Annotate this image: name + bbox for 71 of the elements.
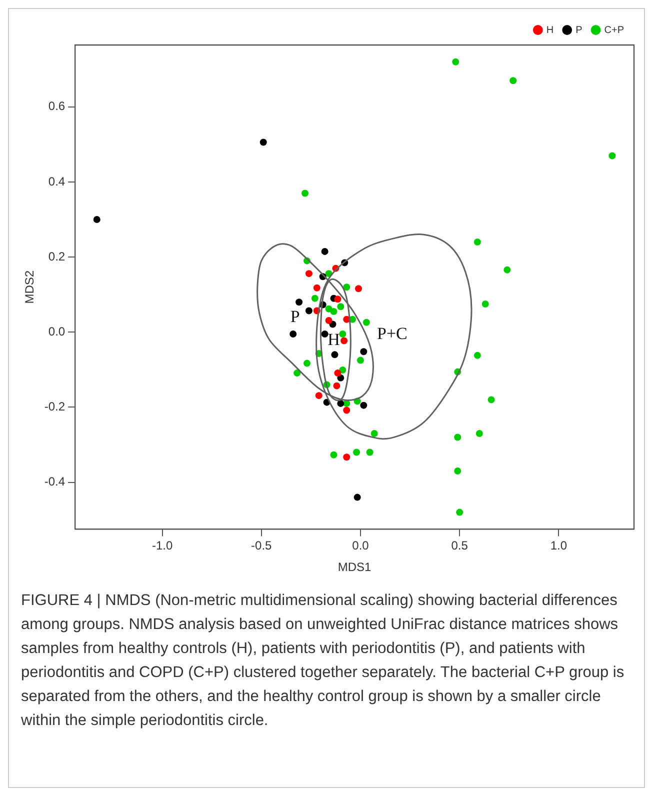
point <box>360 348 368 356</box>
point <box>337 374 344 382</box>
point <box>343 406 350 414</box>
annotation: P <box>290 307 300 328</box>
point <box>482 300 489 308</box>
point <box>474 238 481 246</box>
caption: FIGURE 4 | NMDS (Non-metric multidimensional scaling) showing bacterial differences among groups. NMDS analysis based on unweighted UniFrac distance matrices shows samples from healthy controls (H), patients with periodontitis (P), and patients with periodontitis and COPD (C+P) clustered together separately. The bacterial C+P group is separated from the others, and the healthy control group is shown by a smaller circle within the simple periodontitis circle. <box>21 591 626 731</box>
point <box>330 308 338 315</box>
y-tick-label: 0.2 <box>48 249 66 264</box>
annotation: P+C <box>376 324 408 344</box>
point <box>356 356 364 364</box>
x-tick-label: -1.0 <box>152 538 173 553</box>
point <box>343 284 350 291</box>
point <box>334 370 342 377</box>
point <box>355 285 362 292</box>
x-tick-label: 0.5 <box>451 538 468 553</box>
x-tick-label: 0.0 <box>352 538 370 553</box>
point <box>337 400 344 407</box>
point <box>321 248 328 255</box>
point <box>311 294 318 302</box>
point <box>294 370 301 377</box>
point <box>456 508 464 516</box>
x-tick-label: -0.5 <box>251 538 272 553</box>
legend-label: H <box>546 24 554 36</box>
point <box>296 298 303 306</box>
point <box>305 307 312 314</box>
annotation: H <box>328 330 340 350</box>
point <box>331 351 338 358</box>
point <box>360 402 368 409</box>
x-tick-label: 1.0 <box>550 538 568 553</box>
y-axis-title: MDS2 <box>22 270 37 304</box>
legend-label: P <box>576 24 583 36</box>
point <box>339 330 346 338</box>
point <box>370 430 378 437</box>
point <box>260 138 267 146</box>
x-axis-title: MDS1 <box>338 560 372 574</box>
y-tick-label: 0.4 <box>48 174 66 188</box>
point <box>315 392 322 400</box>
point <box>343 454 350 461</box>
y-tick-label: 0.6 <box>48 99 66 114</box>
point <box>362 318 370 326</box>
y-tick-label: -0.4 <box>44 474 66 489</box>
point <box>353 448 360 456</box>
point <box>488 396 495 404</box>
legend-label: C+P <box>604 24 624 36</box>
point <box>337 303 344 310</box>
point <box>321 330 328 338</box>
point <box>454 434 462 441</box>
point <box>339 366 346 374</box>
point <box>354 494 361 501</box>
point <box>476 430 483 437</box>
point <box>608 152 616 160</box>
point <box>313 284 320 292</box>
point <box>474 352 481 359</box>
y-tick-label: -0.2 <box>44 400 66 414</box>
point <box>93 216 100 224</box>
point <box>504 266 511 274</box>
point <box>290 330 297 338</box>
y-tick-label: 0.0 <box>48 324 66 338</box>
point <box>334 296 342 303</box>
point <box>452 58 460 66</box>
point <box>454 468 462 475</box>
point <box>333 382 340 390</box>
point <box>305 270 312 278</box>
point <box>366 448 374 456</box>
point <box>301 190 308 197</box>
point <box>510 77 517 84</box>
point <box>340 337 348 344</box>
point <box>303 360 310 367</box>
point <box>325 317 332 324</box>
point <box>330 451 338 458</box>
